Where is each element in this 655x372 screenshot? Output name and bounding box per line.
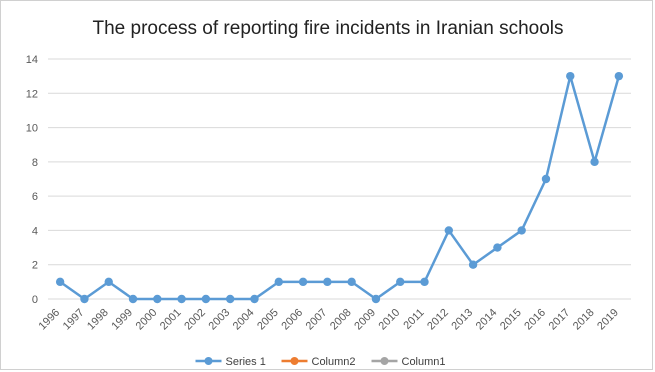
y-tick-label: 0 — [32, 294, 38, 306]
data-point — [347, 277, 356, 287]
x-tick-label: 2007 — [304, 307, 330, 333]
data-point — [274, 277, 283, 287]
data-point — [80, 294, 89, 304]
legend-swatch-marker — [380, 357, 389, 365]
data-point — [614, 71, 624, 81]
data-point — [371, 294, 381, 304]
y-tick-label: 12 — [26, 88, 38, 100]
x-tick-label: 2019 — [595, 307, 621, 333]
y-tick-label: 4 — [32, 225, 38, 237]
data-point — [468, 260, 478, 269]
data-point — [225, 294, 235, 304]
y-tick-label: 6 — [32, 191, 38, 203]
data-point — [323, 277, 332, 287]
x-tick-label: 2015 — [498, 307, 524, 333]
y-tick-label: 10 — [26, 123, 38, 135]
gridlines — [48, 58, 631, 300]
y-tick-label: 2 — [32, 260, 38, 272]
data-point — [493, 243, 502, 252]
x-tick-label: 2014 — [474, 307, 500, 333]
data-point — [153, 294, 162, 304]
data-point — [55, 277, 65, 287]
x-tick-label: 1996 — [36, 307, 62, 333]
data-point — [517, 226, 526, 235]
data-point — [541, 174, 551, 184]
x-tick-label: 2005 — [255, 307, 281, 333]
x-tick-label: 1997 — [61, 307, 87, 333]
data-point — [177, 294, 186, 304]
data-point — [396, 277, 405, 287]
x-tick-label: 2010 — [377, 307, 403, 333]
x-tick-label: 2013 — [449, 307, 475, 333]
data-point — [104, 277, 113, 287]
series-group — [55, 71, 624, 304]
x-tick-label: 1999 — [109, 307, 135, 333]
x-tick-label: 2017 — [547, 307, 573, 333]
x-tick-label: 2009 — [352, 307, 378, 333]
y-tick-label: 8 — [32, 157, 38, 169]
legend-swatch-marker — [204, 357, 213, 365]
x-tick-label: 2002 — [182, 307, 208, 333]
data-point — [444, 226, 454, 235]
data-point — [250, 294, 259, 304]
x-tick-label: 2016 — [522, 307, 548, 333]
series-line-0 — [59, 74, 621, 301]
legend-label: Column1 — [402, 356, 446, 368]
legend: Series 1 Column2 Column1 — [195, 356, 446, 368]
x-tick-label: 2008 — [328, 307, 354, 333]
data-point — [590, 157, 599, 167]
x-axis-ticks: 1996199719981999200020012002200320042005… — [36, 307, 621, 333]
x-tick-label: 2000 — [134, 307, 160, 333]
y-axis-ticks: 0 2 4 6 8 10 12 14 — [26, 54, 38, 306]
x-tick-label: 2001 — [158, 307, 184, 333]
legend-swatch-marker — [290, 357, 299, 365]
y-tick-label: 14 — [26, 54, 38, 66]
data-point — [420, 277, 429, 287]
x-tick-label: 2018 — [571, 307, 597, 333]
chart-title: The process of reporting fire incidents … — [92, 18, 563, 39]
legend-label: Series 1 — [226, 356, 266, 368]
x-tick-label: 2012 — [425, 307, 451, 333]
x-tick-label: 2004 — [231, 307, 257, 333]
x-tick-label: 1998 — [85, 307, 111, 333]
legend-label: Column2 — [312, 356, 356, 368]
data-point — [298, 277, 308, 287]
x-tick-label: 2006 — [279, 307, 305, 333]
data-point — [201, 294, 211, 304]
data-point — [128, 294, 138, 304]
x-tick-label: 2003 — [207, 307, 233, 333]
x-tick-label: 2011 — [401, 307, 426, 332]
data-point — [566, 71, 575, 81]
